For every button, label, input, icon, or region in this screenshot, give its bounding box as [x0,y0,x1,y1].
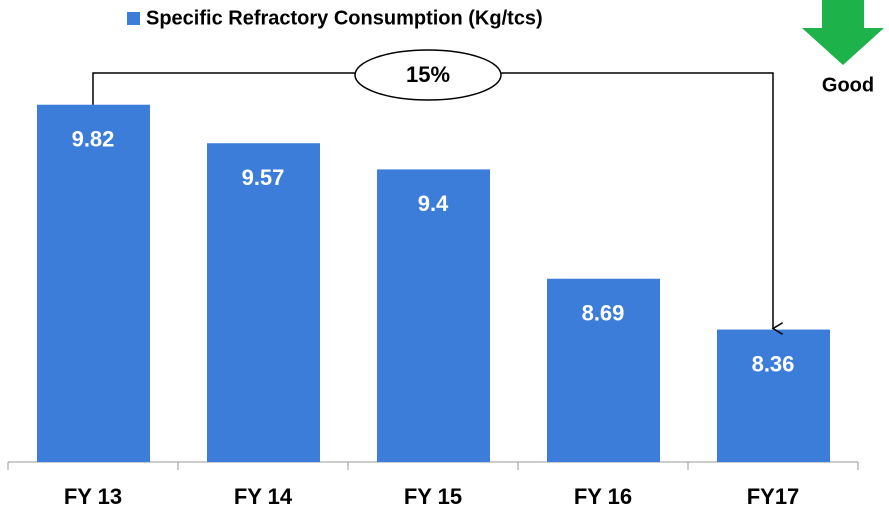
change-label: 15% [406,62,450,87]
good-arrow [802,0,884,65]
x-tick-label: FY 14 [234,484,293,509]
value-label: 8.36 [752,351,795,376]
legend-swatch [127,12,140,25]
bar [377,169,490,462]
bar [547,278,660,462]
bar [37,104,150,462]
value-label: 8.69 [582,301,625,326]
x-tick-label: FY 15 [404,484,462,509]
bar [717,329,830,462]
value-label: 9.4 [418,191,449,216]
good-label: Good [822,74,874,96]
x-tick-label: FY17 [747,484,800,509]
value-label: 9.82 [72,127,115,152]
x-tick-label: FY 16 [574,484,632,509]
legend-label: Specific Refractory Consumption (Kg/tcs) [146,7,543,29]
x-tick-label: FY 13 [64,484,122,509]
change-bubble [354,49,502,101]
bar [207,143,320,462]
value-label: 9.57 [242,165,285,190]
